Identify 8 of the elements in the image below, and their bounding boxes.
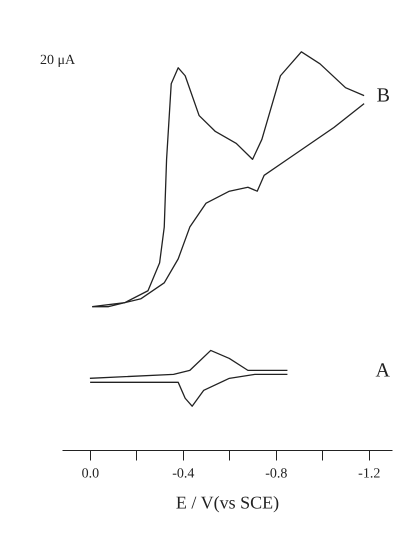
x-axis-title: E / V(vs SCE) (176, 492, 280, 512)
series-label: B (376, 84, 390, 107)
x-tick-label: -0.4 (172, 466, 194, 482)
x-tick-label: -1.2 (358, 466, 380, 482)
annotation: 20 μA (40, 53, 76, 68)
x-tick-label: 0.0 (82, 466, 100, 482)
text: A (376, 359, 391, 382)
x-tick-label: -0.8 (265, 466, 288, 482)
